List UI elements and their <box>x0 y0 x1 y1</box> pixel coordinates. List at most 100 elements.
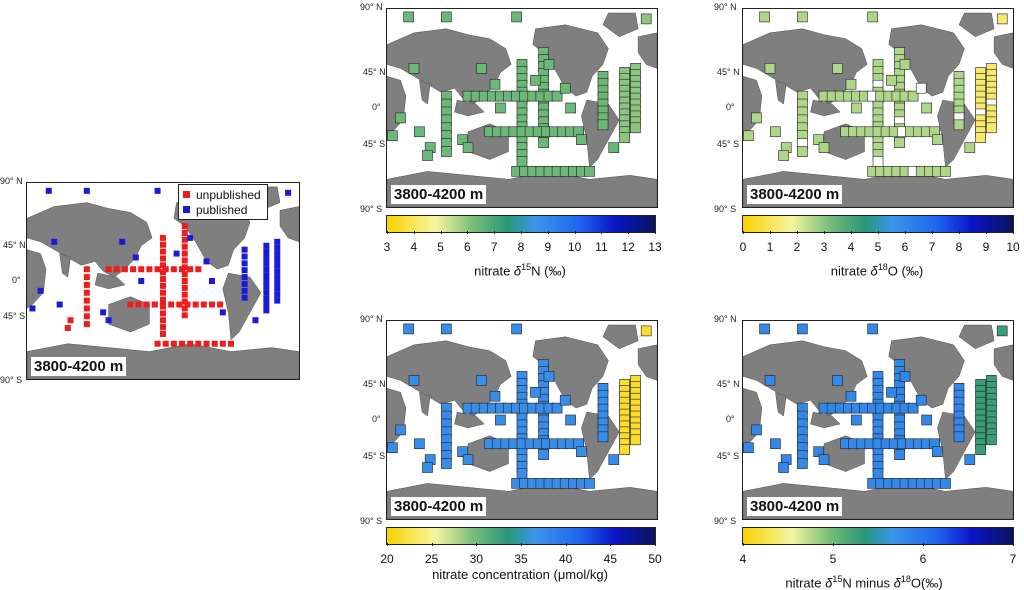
sample-marker <box>832 375 843 386</box>
sample-marker <box>181 312 188 319</box>
colorbar-tickmark <box>1013 231 1014 234</box>
lat-45s-label: 45° S <box>363 451 386 461</box>
sample-marker <box>759 323 770 335</box>
unpublished-swatch <box>183 191 190 198</box>
sample-marker <box>538 137 549 148</box>
diff-colorbar-label: nitrate δ15N minus δ18O(‰) <box>785 574 943 590</box>
sample-marker <box>395 112 406 124</box>
conc-map: 3800-4200 m <box>386 320 658 520</box>
lat-90s-label: 90° S <box>0 375 23 385</box>
colorbar-tick-label: 40 <box>558 552 573 566</box>
sample-marker <box>83 305 90 312</box>
sample-marker <box>619 132 630 143</box>
diff-panel: 90° N 45° N 0° 45° S 90° S 3800-4200 m 4… <box>714 312 1024 590</box>
sample-marker <box>181 284 188 291</box>
landmass <box>743 388 763 449</box>
sample-marker <box>940 166 951 177</box>
lat-0-label: 0° <box>12 275 21 285</box>
d18o-colorbar-label: nitrate δ18O (‰) <box>830 262 924 279</box>
sample-marker <box>640 13 652 25</box>
sample-marker <box>135 301 142 308</box>
sample-marker <box>263 248 270 255</box>
sample-marker <box>797 146 808 157</box>
sample-marker <box>208 278 215 284</box>
colorbar-tickmark <box>521 231 522 234</box>
sample-marker <box>263 289 270 296</box>
sample-marker <box>241 294 248 301</box>
sample-marker <box>160 301 166 308</box>
sample-marker <box>770 438 781 450</box>
colorbar-tick-label: 9 <box>982 240 990 254</box>
landmass <box>810 99 841 117</box>
colorbar-tick-label: 5 <box>874 240 882 254</box>
sample-marker <box>127 301 134 308</box>
sample-marker <box>630 434 641 446</box>
lat-45s-label: 45° S <box>363 139 386 149</box>
sample-marker <box>83 297 90 304</box>
sample-marker <box>83 274 90 281</box>
colorbar-tick-label: 4 <box>739 552 747 566</box>
sample-marker <box>584 478 595 489</box>
sample-marker <box>105 317 112 324</box>
sample-marker <box>813 134 824 145</box>
sample-marker <box>51 238 58 245</box>
sample-marker <box>187 340 194 347</box>
sample-marker <box>181 291 188 298</box>
sample-marker <box>160 324 166 331</box>
sample-marker <box>932 134 943 145</box>
sample-marker <box>511 11 522 23</box>
sample-marker <box>476 375 487 386</box>
sample-marker <box>195 340 202 347</box>
sample-marker <box>162 266 169 273</box>
sample-marker <box>408 63 420 74</box>
colorbar-tickmark <box>770 231 771 234</box>
sample-marker <box>228 340 234 347</box>
landmass <box>775 79 787 105</box>
sample-marker <box>67 317 74 324</box>
lat-45n-label: 45° N <box>363 379 386 389</box>
sample-marker <box>263 301 270 308</box>
colorbar-tick-label: 10 <box>1006 240 1020 254</box>
colorbar-tickmark <box>905 231 906 234</box>
sample-marker <box>217 301 224 308</box>
sample-marker <box>203 340 210 347</box>
sample-marker <box>759 11 770 23</box>
lat-0-label: 0° <box>372 414 381 424</box>
sample-marker <box>274 244 281 251</box>
sample-marker <box>551 402 563 414</box>
colorbar-tickmark <box>743 231 744 234</box>
sample-marker <box>530 74 541 86</box>
colorbar-tickmark <box>655 543 656 546</box>
sample-marker <box>640 325 652 337</box>
sample-marker <box>576 446 587 457</box>
colorbar-tickmark <box>959 231 960 234</box>
sample-marker <box>975 132 986 143</box>
conc-panel: 90° N 45° N 0° 45° S 90° S 3800-4200 m 2… <box>356 312 666 588</box>
colorbar-tick-label: 6 <box>919 552 927 566</box>
sample-marker <box>395 424 406 436</box>
colorbar-tick-label: 4 <box>847 240 855 254</box>
sample-marker <box>160 241 166 248</box>
colorbar-tickmark <box>655 231 656 234</box>
sample-marker <box>921 414 932 426</box>
landmass <box>387 76 407 137</box>
lat-45n-label: 45° N <box>3 240 26 250</box>
sample-marker <box>138 278 145 284</box>
sample-marker <box>143 301 150 308</box>
lat-0-label: 0° <box>726 414 735 424</box>
colorbar-tick-label: 45 <box>603 552 618 566</box>
colorbar-tickmark <box>824 231 825 234</box>
colorbar-tickmark <box>1013 543 1014 546</box>
sample-marker <box>559 394 571 406</box>
landmass <box>743 76 763 137</box>
sample-marker <box>160 330 166 337</box>
colorbar-tickmark <box>628 231 630 234</box>
sample-marker <box>263 260 270 267</box>
sample-marker <box>160 296 166 303</box>
sample-marker <box>274 297 281 304</box>
sample-marker <box>441 458 452 469</box>
landmass <box>810 411 841 429</box>
conc-svg <box>387 323 657 519</box>
colorbar-tick-label: 3 <box>820 240 828 254</box>
sample-marker <box>146 266 153 273</box>
